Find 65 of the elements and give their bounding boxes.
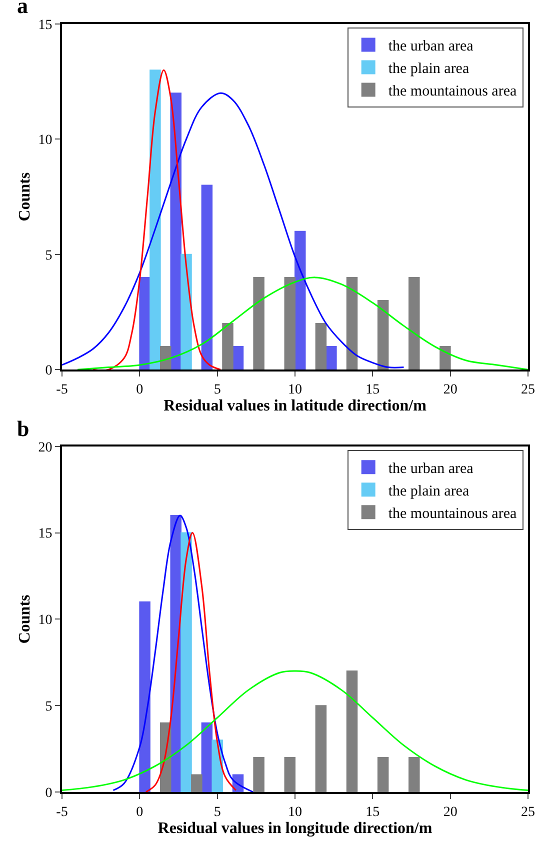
line-series — [112, 514, 254, 792]
x-tick-label: 25 — [521, 804, 535, 820]
bar — [222, 323, 234, 370]
bar — [139, 601, 150, 792]
y-tick-label: 0 — [45, 786, 52, 801]
legend-label: the plain area — [388, 61, 470, 78]
bar — [326, 346, 337, 370]
y-tick-label: 5 — [45, 248, 52, 264]
x-tick-label: 10 — [288, 382, 302, 398]
y-tick-label: 15 — [38, 18, 52, 33]
bar — [315, 705, 327, 792]
x-axis-title: Residual values in latitude direction/m — [164, 397, 428, 414]
x-tick-label: 15 — [366, 382, 380, 398]
bar — [191, 774, 202, 792]
y-tick-label: 5 — [45, 700, 52, 714]
chart-title: a — [17, 0, 28, 18]
legend-label: the urban area — [388, 38, 474, 55]
x-tick-label: 20 — [443, 382, 458, 398]
x-tick-label: 5 — [214, 804, 221, 820]
bar — [294, 230, 306, 370]
bar — [180, 254, 192, 370]
bar — [139, 276, 150, 370]
bar — [170, 92, 182, 370]
x-axis-title: Residual values in longitude direction/m — [158, 820, 433, 837]
chart-title: b — [17, 416, 30, 441]
bar — [284, 276, 296, 370]
bar — [150, 70, 161, 370]
x-tick-label: 0 — [136, 804, 144, 820]
bar — [253, 756, 264, 792]
y-axis-title: Counts — [16, 172, 34, 222]
x-tick-label: 25 — [521, 382, 535, 398]
x-tick-label: 20 — [443, 804, 458, 820]
x-tick-label: 0 — [136, 382, 144, 398]
legend-label: the plain area — [388, 483, 470, 500]
x-tick-label: 15 — [366, 804, 380, 820]
legend-label: the mountainous area — [388, 506, 517, 522]
y-tick-label: 20 — [38, 440, 52, 456]
y-tick-label: 10 — [38, 613, 52, 628]
bar — [160, 346, 172, 370]
line-series — [145, 532, 237, 792]
line-series — [76, 276, 528, 370]
line-series — [92, 69, 222, 370]
bar — [408, 276, 420, 370]
x-tick-label: -5 — [56, 804, 68, 820]
bar — [440, 346, 451, 370]
y-tick-label: 0 — [45, 364, 52, 378]
bar — [180, 532, 192, 792]
legend-label: the urban area — [388, 460, 474, 477]
x-tick-label: 10 — [288, 804, 302, 820]
bar — [408, 756, 420, 792]
bar — [284, 756, 296, 792]
x-tick-label: 5 — [214, 382, 221, 398]
bar — [377, 756, 389, 792]
bar — [315, 323, 327, 370]
line-series — [62, 670, 528, 792]
bar — [377, 300, 389, 370]
x-tick-label: -5 — [56, 382, 68, 398]
legend-label: the mountainous area — [388, 84, 517, 100]
y-axis-title: Counts — [16, 594, 34, 644]
bar — [346, 276, 358, 370]
y-tick-label: 15 — [38, 526, 52, 542]
bar — [201, 184, 213, 370]
bar — [253, 276, 264, 370]
bar — [346, 670, 358, 792]
y-tick-label: 10 — [38, 133, 52, 148]
